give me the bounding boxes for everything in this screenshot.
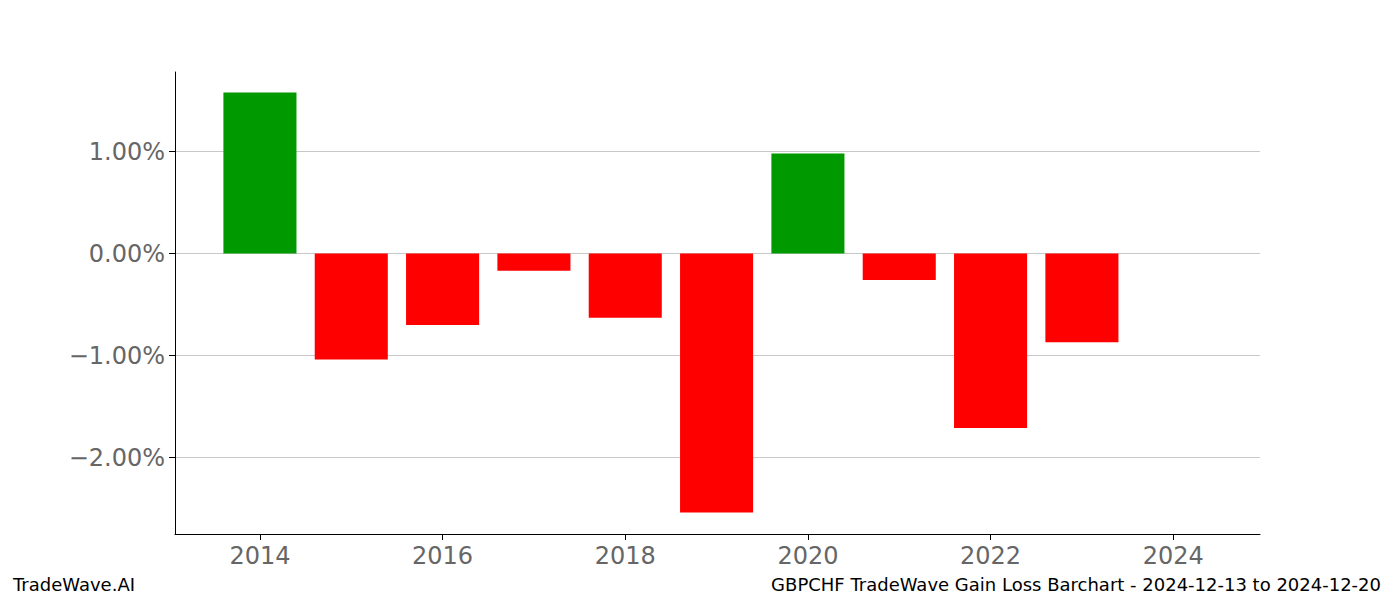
svg-text:2014: 2014 (229, 542, 290, 570)
svg-text:2024: 2024 (1143, 542, 1204, 570)
svg-text:−1.00%: −1.00% (69, 342, 165, 370)
svg-text:GBPCHF TradeWave Gain Loss Bar: GBPCHF TradeWave Gain Loss Barchart - 20… (771, 574, 1381, 595)
svg-text:−2.00%: −2.00% (69, 444, 165, 472)
svg-text:2020: 2020 (777, 542, 838, 570)
svg-text:2018: 2018 (595, 542, 656, 570)
svg-text:TradeWave.AI: TradeWave.AI (12, 574, 135, 595)
svg-text:2022: 2022 (960, 542, 1021, 570)
svg-text:1.00%: 1.00% (89, 138, 165, 166)
svg-text:0.00%: 0.00% (89, 240, 165, 268)
svg-text:2016: 2016 (412, 542, 473, 570)
